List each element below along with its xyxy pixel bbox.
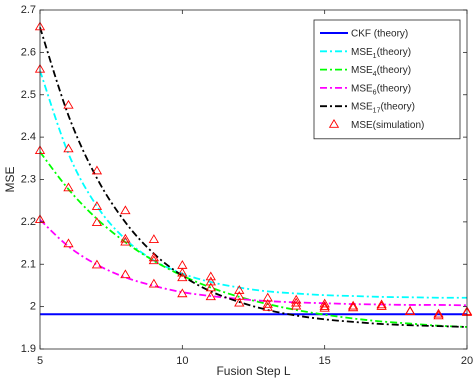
simulation-marker: [177, 288, 188, 298]
series-line-5: [39, 27, 468, 328]
axis-ticks: [39, 9, 468, 350]
y-tick-label: 2.4: [21, 131, 36, 143]
tick-labels: 5 10 15 20 1.9 2 2.1 2.2 2.3 2.4 2.5 2.6 2.7: [21, 4, 473, 367]
y-tick-label: 2.5: [21, 89, 36, 101]
x-tick-label: 15: [319, 355, 331, 367]
simulation-marker: [91, 259, 103, 269]
y-tick-label: 2.6: [21, 46, 36, 58]
simulation-marker: [120, 205, 131, 215]
legend-label: MSE6(theory): [351, 83, 411, 96]
plot-markers: [34, 21, 473, 320]
simulation-marker: [91, 217, 103, 227]
simulation-marker: [262, 301, 273, 311]
simulation-marker: [63, 238, 74, 248]
y-axis-label: MSE: [3, 166, 17, 192]
simulation-marker: [120, 269, 131, 279]
y-tick-label: 2.2: [21, 216, 36, 228]
simulation-marker: [63, 182, 74, 192]
simulation-marker: [148, 278, 160, 288]
simulation-marker: [177, 260, 188, 269]
series-line-3: [39, 151, 468, 328]
simulation-marker: [120, 236, 131, 246]
legend-label: MSE17(theory): [351, 102, 415, 115]
legend-label: MSE1(theory): [351, 47, 411, 60]
simulation-marker: [205, 282, 216, 292]
simulation-marker: [148, 255, 160, 265]
simulation-marker: [177, 272, 188, 282]
simulation-marker: [234, 297, 245, 307]
x-tick-label: 20: [461, 355, 473, 367]
simulation-marker: [177, 267, 188, 277]
simulation-marker: [433, 310, 444, 320]
y-tick-label: 2.3: [21, 174, 36, 186]
x-axis-label: Fusion Step L: [216, 364, 290, 378]
simulation-marker: [262, 292, 273, 302]
y-tick-label: 2.7: [21, 4, 36, 16]
simulation-marker: [120, 233, 131, 243]
plot-lines: [39, 27, 468, 328]
simulation-marker: [148, 234, 160, 243]
simulation-marker: [319, 298, 330, 308]
simulation-marker: [205, 276, 216, 286]
series-line-2: [39, 70, 468, 299]
simulation-marker: [91, 165, 103, 175]
simulation-marker: [376, 299, 387, 309]
x-tick-label: 5: [37, 355, 43, 367]
simulation-marker: [91, 201, 103, 210]
simulation-marker: [205, 271, 216, 281]
x-tick-label: 10: [176, 355, 188, 367]
legend-label: MSE4(theory): [351, 65, 411, 78]
simulation-marker: [291, 294, 302, 304]
legend-label: MSE(simulation): [351, 120, 424, 131]
series-line-4: [39, 219, 468, 307]
y-tick-label: 1.9: [21, 343, 36, 355]
y-tick-label: 2.1: [21, 258, 36, 270]
simulation-marker: [63, 143, 74, 153]
legend-label: CKF (theory): [351, 29, 408, 40]
simulation-marker: [63, 99, 74, 109]
legend-marker-icon: [328, 119, 340, 128]
y-tick-label: 2: [30, 301, 36, 313]
simulation-marker: [148, 252, 160, 262]
simulation-marker: [433, 308, 444, 318]
simulation-marker: [347, 300, 359, 310]
simulation-marker: [234, 285, 245, 294]
simulation-marker: [404, 306, 416, 316]
simulation-marker: [205, 291, 216, 301]
legend-box: [313, 19, 461, 140]
simulation-marker: [319, 302, 330, 312]
legend: CKF (theory) MSE1(theory) MSE4(theory) MSE6…: [313, 19, 461, 140]
simulation-marker: [291, 297, 302, 307]
simulation-marker: [347, 302, 359, 312]
simulation-marker: [262, 299, 273, 308]
simulation-marker: [319, 301, 330, 310]
simulation-marker: [376, 301, 387, 310]
simulation-marker: [291, 300, 302, 310]
